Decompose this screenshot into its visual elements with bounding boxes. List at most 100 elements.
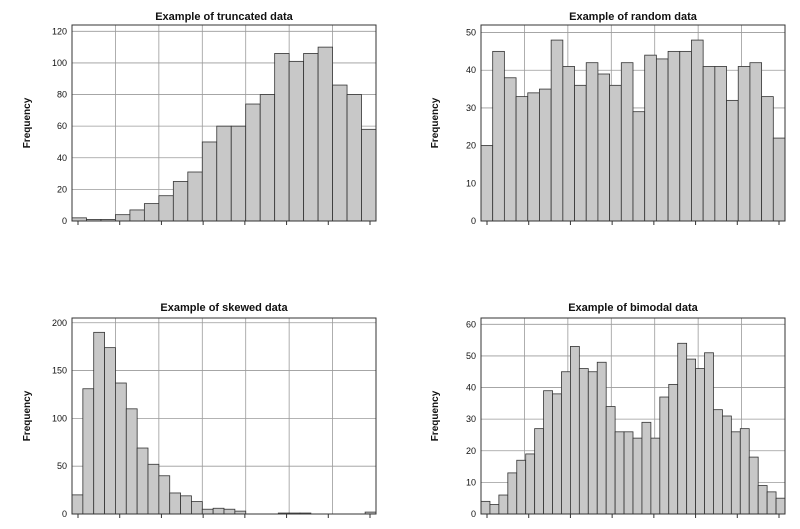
histogram-bar <box>597 73 611 222</box>
histogram-bar <box>515 96 529 222</box>
y-tick-label: 50 <box>466 351 476 361</box>
histogram-bar <box>82 388 95 515</box>
histogram-bar <box>596 361 607 515</box>
histogram-bar <box>761 96 774 222</box>
histogram-bar <box>172 181 189 222</box>
y-tick-label: 40 <box>466 383 476 393</box>
y-tick-label: 30 <box>466 103 476 113</box>
histogram-bar <box>507 472 518 515</box>
histogram-bar <box>623 431 634 515</box>
histogram-bar <box>587 371 598 515</box>
histogram-bar <box>766 491 777 515</box>
histogram-bar <box>739 428 750 515</box>
histogram-bar <box>216 125 232 222</box>
histogram-bar <box>552 393 562 515</box>
histogram-bar <box>230 125 247 222</box>
y-tick-label: 100 <box>52 58 67 68</box>
histogram-bar <box>578 368 589 515</box>
histogram-bar <box>158 195 174 222</box>
histogram-bar <box>714 66 727 222</box>
y-axis-label: Frequency <box>430 390 441 441</box>
histogram-bar <box>609 84 622 222</box>
histogram-bar <box>695 368 705 515</box>
histogram-bar <box>274 53 290 222</box>
plot-frame <box>71 24 377 222</box>
y-tick-label: 20 <box>466 141 476 151</box>
histogram-bar <box>516 459 527 515</box>
histogram-bar <box>169 492 181 515</box>
histogram-bar <box>201 508 214 515</box>
y-tick-label: 0 <box>471 509 476 519</box>
histogram-bar <box>722 415 732 515</box>
histogram-bar <box>543 390 553 515</box>
histogram-bar <box>562 66 575 222</box>
histogram-bar <box>245 103 261 222</box>
histogram-bar <box>641 421 652 515</box>
histogram-bar <box>527 92 540 222</box>
histogram-bar <box>667 50 681 222</box>
plot-frame <box>480 24 786 222</box>
histogram-bar <box>737 66 751 222</box>
chart-title: Example of bimodal data <box>568 302 698 314</box>
y-tick-label: 200 <box>52 318 67 328</box>
histogram-bar <box>498 494 509 515</box>
y-tick-label: 30 <box>466 414 476 424</box>
histogram-bar <box>686 358 696 515</box>
histogram-truncated: 0 20 40 60 80 100 120 Example of truncated data… <box>22 11 377 226</box>
histogram-bar <box>757 485 768 515</box>
y-tick-label: 40 <box>466 65 476 75</box>
histogram-bar <box>644 54 657 222</box>
histogram-bar <box>655 58 669 222</box>
y-axis-label: Frequency <box>22 97 33 148</box>
histogram-bar <box>702 66 716 222</box>
y-tick-label: 50 <box>466 28 476 38</box>
histogram-bar <box>679 50 692 222</box>
histogram-bar <box>691 39 704 222</box>
histogram-bar <box>749 62 763 222</box>
plot-frame <box>71 317 377 515</box>
histogram-bar <box>346 94 362 222</box>
y-axis-label: Frequency <box>430 97 441 148</box>
histogram-bar <box>191 501 203 515</box>
y-tick-label: 60 <box>466 319 476 329</box>
histogram-bar <box>534 428 544 515</box>
histogram-bar <box>525 453 536 515</box>
histogram-bar <box>550 39 564 222</box>
histogram-bar <box>748 456 759 515</box>
histogram-bar <box>489 504 500 515</box>
histogram-bar <box>93 331 105 515</box>
chart-title: Example of random data <box>569 11 698 23</box>
y-tick-label: 60 <box>57 121 67 131</box>
histogram-bar <box>503 77 517 222</box>
histogram-bar <box>71 494 84 515</box>
histogram-bar <box>223 508 236 515</box>
y-tick-label: 20 <box>57 184 67 194</box>
plot-frame <box>480 317 786 515</box>
histogram-bar <box>632 437 643 515</box>
histogram-bar <box>713 409 723 515</box>
y-tick-label: 80 <box>57 90 67 100</box>
histogram-bar <box>620 62 634 222</box>
histogram-bar <box>143 203 160 222</box>
histogram-bimodal: 0 10 20 30 40 50 60 Example of bimodal data Freq… <box>430 302 786 519</box>
histogram-bar <box>187 171 203 222</box>
histogram-bar <box>158 475 171 515</box>
histogram-bar <box>361 128 377 222</box>
histogram-bar <box>632 111 646 222</box>
histogram-bar <box>136 447 149 515</box>
histogram-bar <box>730 431 741 515</box>
y-tick-label: 10 <box>466 477 476 487</box>
y-tick-label: 0 <box>62 216 67 226</box>
histogram-bar <box>772 137 786 222</box>
histogram-random: 0 10 20 30 40 50 Example of random data Frequen… <box>430 11 786 226</box>
histogram-bar <box>259 94 276 222</box>
histogram-bar <box>201 141 218 222</box>
histogram-bar <box>147 463 160 515</box>
y-tick-label: 100 <box>52 413 67 423</box>
y-axis-label: Frequency <box>22 390 33 441</box>
histogram-skewed: 0 50 100 150 200 Example of skewed data Freque… <box>22 302 377 519</box>
histogram-bar <box>480 145 494 222</box>
histogram-bar <box>650 437 661 515</box>
histogram-bar <box>726 99 739 222</box>
